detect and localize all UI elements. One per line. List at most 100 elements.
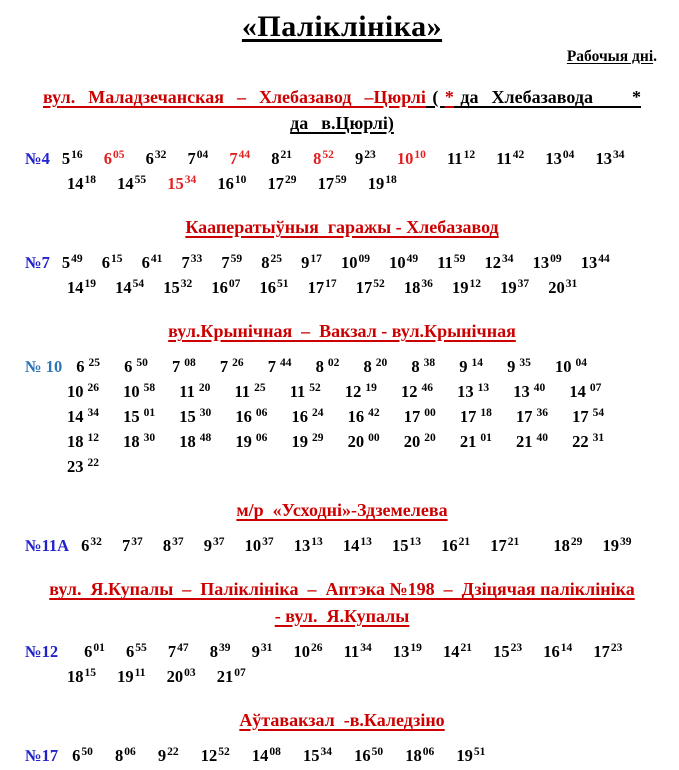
time-minutes: 54 (132, 278, 145, 291)
time-minutes: 29 (285, 174, 297, 187)
time-value: 821 (271, 146, 292, 171)
time-minutes: 13 (477, 382, 490, 395)
time-hour: 17 (516, 407, 533, 427)
time-value: 1752 (356, 275, 385, 300)
time-value: 747 (168, 639, 189, 664)
time-value: 8 02 (316, 354, 340, 379)
time-value: 632 (81, 533, 102, 558)
time-hour: 10 (123, 382, 140, 402)
time-hour: 6 (141, 253, 150, 273)
time-minutes: 51 (473, 745, 486, 758)
time-value: 1806 (405, 743, 434, 768)
time-minutes: 33 (190, 253, 203, 266)
time-value: 14 34 (67, 404, 99, 429)
time-hour: 18 (67, 666, 84, 686)
time-hour: 11 (343, 641, 360, 661)
time-hour: 18 (403, 278, 421, 298)
time-value: 19 06 (235, 429, 267, 454)
time-minutes: 55 (134, 174, 147, 187)
time-value: 15 01 (123, 404, 155, 429)
time-value: 615 (102, 250, 123, 275)
time-value: 737 (122, 533, 143, 558)
time-hour: 15 (167, 174, 184, 194)
time-hour: 14 (67, 278, 84, 298)
time-minutes: 52 (218, 745, 230, 758)
time-hour: 8 (162, 536, 172, 556)
time-hour: 16 (211, 278, 228, 298)
time-minutes: 26 (310, 641, 323, 654)
time-minutes: 59 (453, 253, 466, 266)
time-value: 17 18 (460, 404, 492, 429)
time-minutes: 18 (480, 407, 492, 420)
time-minutes: 29 (570, 536, 583, 549)
time-minutes: 12 (87, 432, 100, 445)
time-minutes: 26 (232, 357, 244, 370)
time-value: 1607 (211, 275, 240, 300)
time-value: 1513 (392, 533, 421, 558)
time-hour: 14 (67, 407, 84, 427)
time-value: 10 04 (555, 354, 587, 379)
time-value: 917 (301, 250, 322, 275)
time-hour: 16 (259, 278, 277, 298)
time-hour: 15 (179, 407, 196, 427)
time-hour: 14 (251, 745, 269, 765)
time-minutes: 23 (610, 641, 623, 654)
time-hour: 11 (289, 382, 306, 402)
time-value: 704 (187, 146, 208, 171)
time-minutes: 15 (84, 666, 97, 679)
route-number-route-17: №17 (25, 745, 59, 765)
time-value: 632 (146, 146, 167, 171)
times-row-route-17: №17 650 806 922 1252 1408 1534 1650 1806 … (25, 743, 659, 768)
time-hour: 19 (456, 745, 473, 765)
time-hour: 13 (580, 253, 598, 273)
time-hour: 9 (507, 357, 516, 377)
time-hour: 14 (342, 536, 360, 556)
time-value: 922 (158, 743, 179, 768)
route-header-line: - вул. Я.Купалы (25, 603, 659, 629)
time-minutes: 07 (234, 666, 246, 679)
route-header-route-4: вул. Маладзечанская – Хлебазавод –Цюрлі … (25, 84, 659, 136)
time-value: 18 48 (179, 429, 211, 454)
time-minutes: 12 (463, 149, 476, 162)
time-hour: 20 (347, 432, 365, 452)
time-hour: 9 (251, 641, 260, 661)
time-value: 852 (313, 146, 334, 171)
time-hour: 10 (340, 253, 358, 273)
time-hour: 16 (347, 407, 365, 427)
time-hour: 13 (293, 536, 311, 556)
working-days-period: . (653, 48, 657, 65)
time-minutes: 10 (414, 149, 426, 162)
time-hour: 20 (548, 278, 565, 298)
time-hour: 11 (446, 149, 463, 169)
time-hour: 7 (181, 253, 190, 273)
time-value: 1723 (593, 639, 622, 664)
time-hour: 17 (317, 174, 335, 194)
time-value: 1951 (456, 743, 485, 768)
time-minutes: 14 (471, 357, 483, 370)
time-value: 1112 (447, 146, 475, 171)
time-minutes: 50 (136, 357, 148, 370)
time-minutes: 42 (512, 149, 525, 162)
time-value: 1534 (303, 743, 332, 768)
time-minutes: 18 (84, 174, 97, 187)
route-number-route-7: №7 (25, 253, 50, 273)
page-title: «Паліклініка» (25, 10, 659, 44)
time-minutes: 34 (360, 641, 372, 654)
time-value: 1313 (294, 533, 323, 558)
time-minutes: 39 (218, 641, 231, 654)
time-value: 1759 (318, 171, 347, 196)
time-minutes: 14 (560, 641, 573, 654)
time-hour: 6 (124, 357, 133, 377)
time-hour: 15 (493, 641, 510, 661)
time-minutes: 34 (320, 745, 332, 758)
time-minutes: 15 (110, 253, 123, 266)
header-run: вул. Маладзечанская – Хлебазавод –Цюрлі (43, 87, 426, 107)
time-hour: 15 (391, 536, 409, 556)
time-value: 12 46 (401, 379, 433, 404)
time-hour: 16 (217, 174, 234, 194)
header-run: да Хлебазавода (453, 87, 632, 107)
time-value: 17 36 (516, 404, 548, 429)
time-hour: 18 (179, 432, 196, 452)
time-minutes: 00 (424, 407, 436, 420)
time-value: 759 (221, 250, 242, 275)
